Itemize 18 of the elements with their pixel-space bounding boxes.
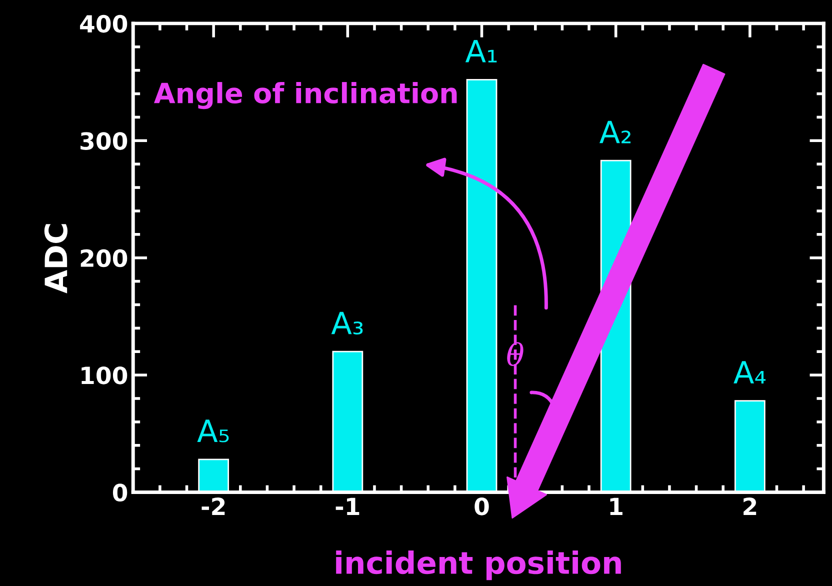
annotation: A₃ [331, 312, 363, 334]
x-axis-title: incident position [336, 550, 621, 580]
y-axis-title: ADC [44, 224, 68, 294]
y-tick-label: 300 [80, 132, 128, 150]
annotation: A₄ [734, 361, 766, 384]
annotation: A₂ [600, 120, 630, 144]
x-tick-label: 0 [474, 498, 489, 516]
y-tick-label: 400 [80, 14, 128, 33]
y-tick-label: 100 [82, 366, 128, 384]
y-tick-label: 200 [80, 249, 128, 268]
x-tick-label: -1 [336, 498, 360, 516]
x-tick-label: 2 [744, 498, 756, 516]
annotation: Angle of inclination [154, 82, 457, 110]
x-tick-label: -2 [202, 498, 225, 516]
annotation: A₁ [465, 40, 497, 62]
y-tick-label: 0 [112, 484, 128, 502]
annotation: A₅ [197, 420, 229, 442]
x-tick-label: 1 [610, 498, 622, 516]
